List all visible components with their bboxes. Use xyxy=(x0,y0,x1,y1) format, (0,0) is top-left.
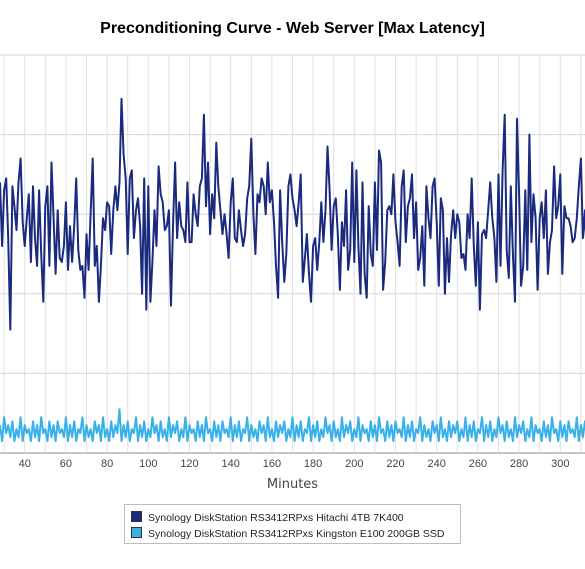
legend-label-hdd: Synology DiskStation RS3412RPxs Hitachi … xyxy=(148,512,404,524)
x-tick-label: 100 xyxy=(139,458,157,470)
legend-label-ssd: Synology DiskStation RS3412RPxs Kingston… xyxy=(148,528,445,540)
legend-item-hdd: Synology DiskStation RS3412RPxs Hitachi … xyxy=(131,511,404,525)
series-layer xyxy=(0,97,585,443)
legend: Synology DiskStation RS3412RPxs Hitachi … xyxy=(124,504,461,544)
legend-swatch-ssd xyxy=(131,527,142,538)
x-tick-layer: 40 60 80 100 120 140 160 180 200 220 240 260 280 300 xyxy=(19,458,570,470)
x-tick-label: 240 xyxy=(428,458,446,470)
grid-layer xyxy=(0,54,585,454)
legend-swatch-hdd xyxy=(131,511,142,522)
legend-item-ssd: Synology DiskStation RS3412RPxs Kingston… xyxy=(131,527,445,541)
x-axis-label: Minutes xyxy=(266,477,319,492)
x-tick-label: 260 xyxy=(469,458,487,470)
x-tick-label: 40 xyxy=(19,458,31,470)
x-tick-label: 80 xyxy=(101,458,113,470)
x-tick-label: 140 xyxy=(222,458,240,470)
x-tick-label: 200 xyxy=(345,458,363,470)
x-tick-label: 160 xyxy=(263,458,281,470)
x-tick-label: 220 xyxy=(386,458,404,470)
x-tick-label: 180 xyxy=(304,458,322,470)
chart-title: Preconditioning Curve - Web Server [Max … xyxy=(100,20,485,37)
x-tick-label: 280 xyxy=(510,458,528,470)
x-tick-label: 300 xyxy=(551,458,569,470)
series-line-1 xyxy=(0,408,585,443)
x-tick-label: 120 xyxy=(180,458,198,470)
x-tick-label: 60 xyxy=(60,458,72,470)
series-line-0 xyxy=(0,97,585,331)
